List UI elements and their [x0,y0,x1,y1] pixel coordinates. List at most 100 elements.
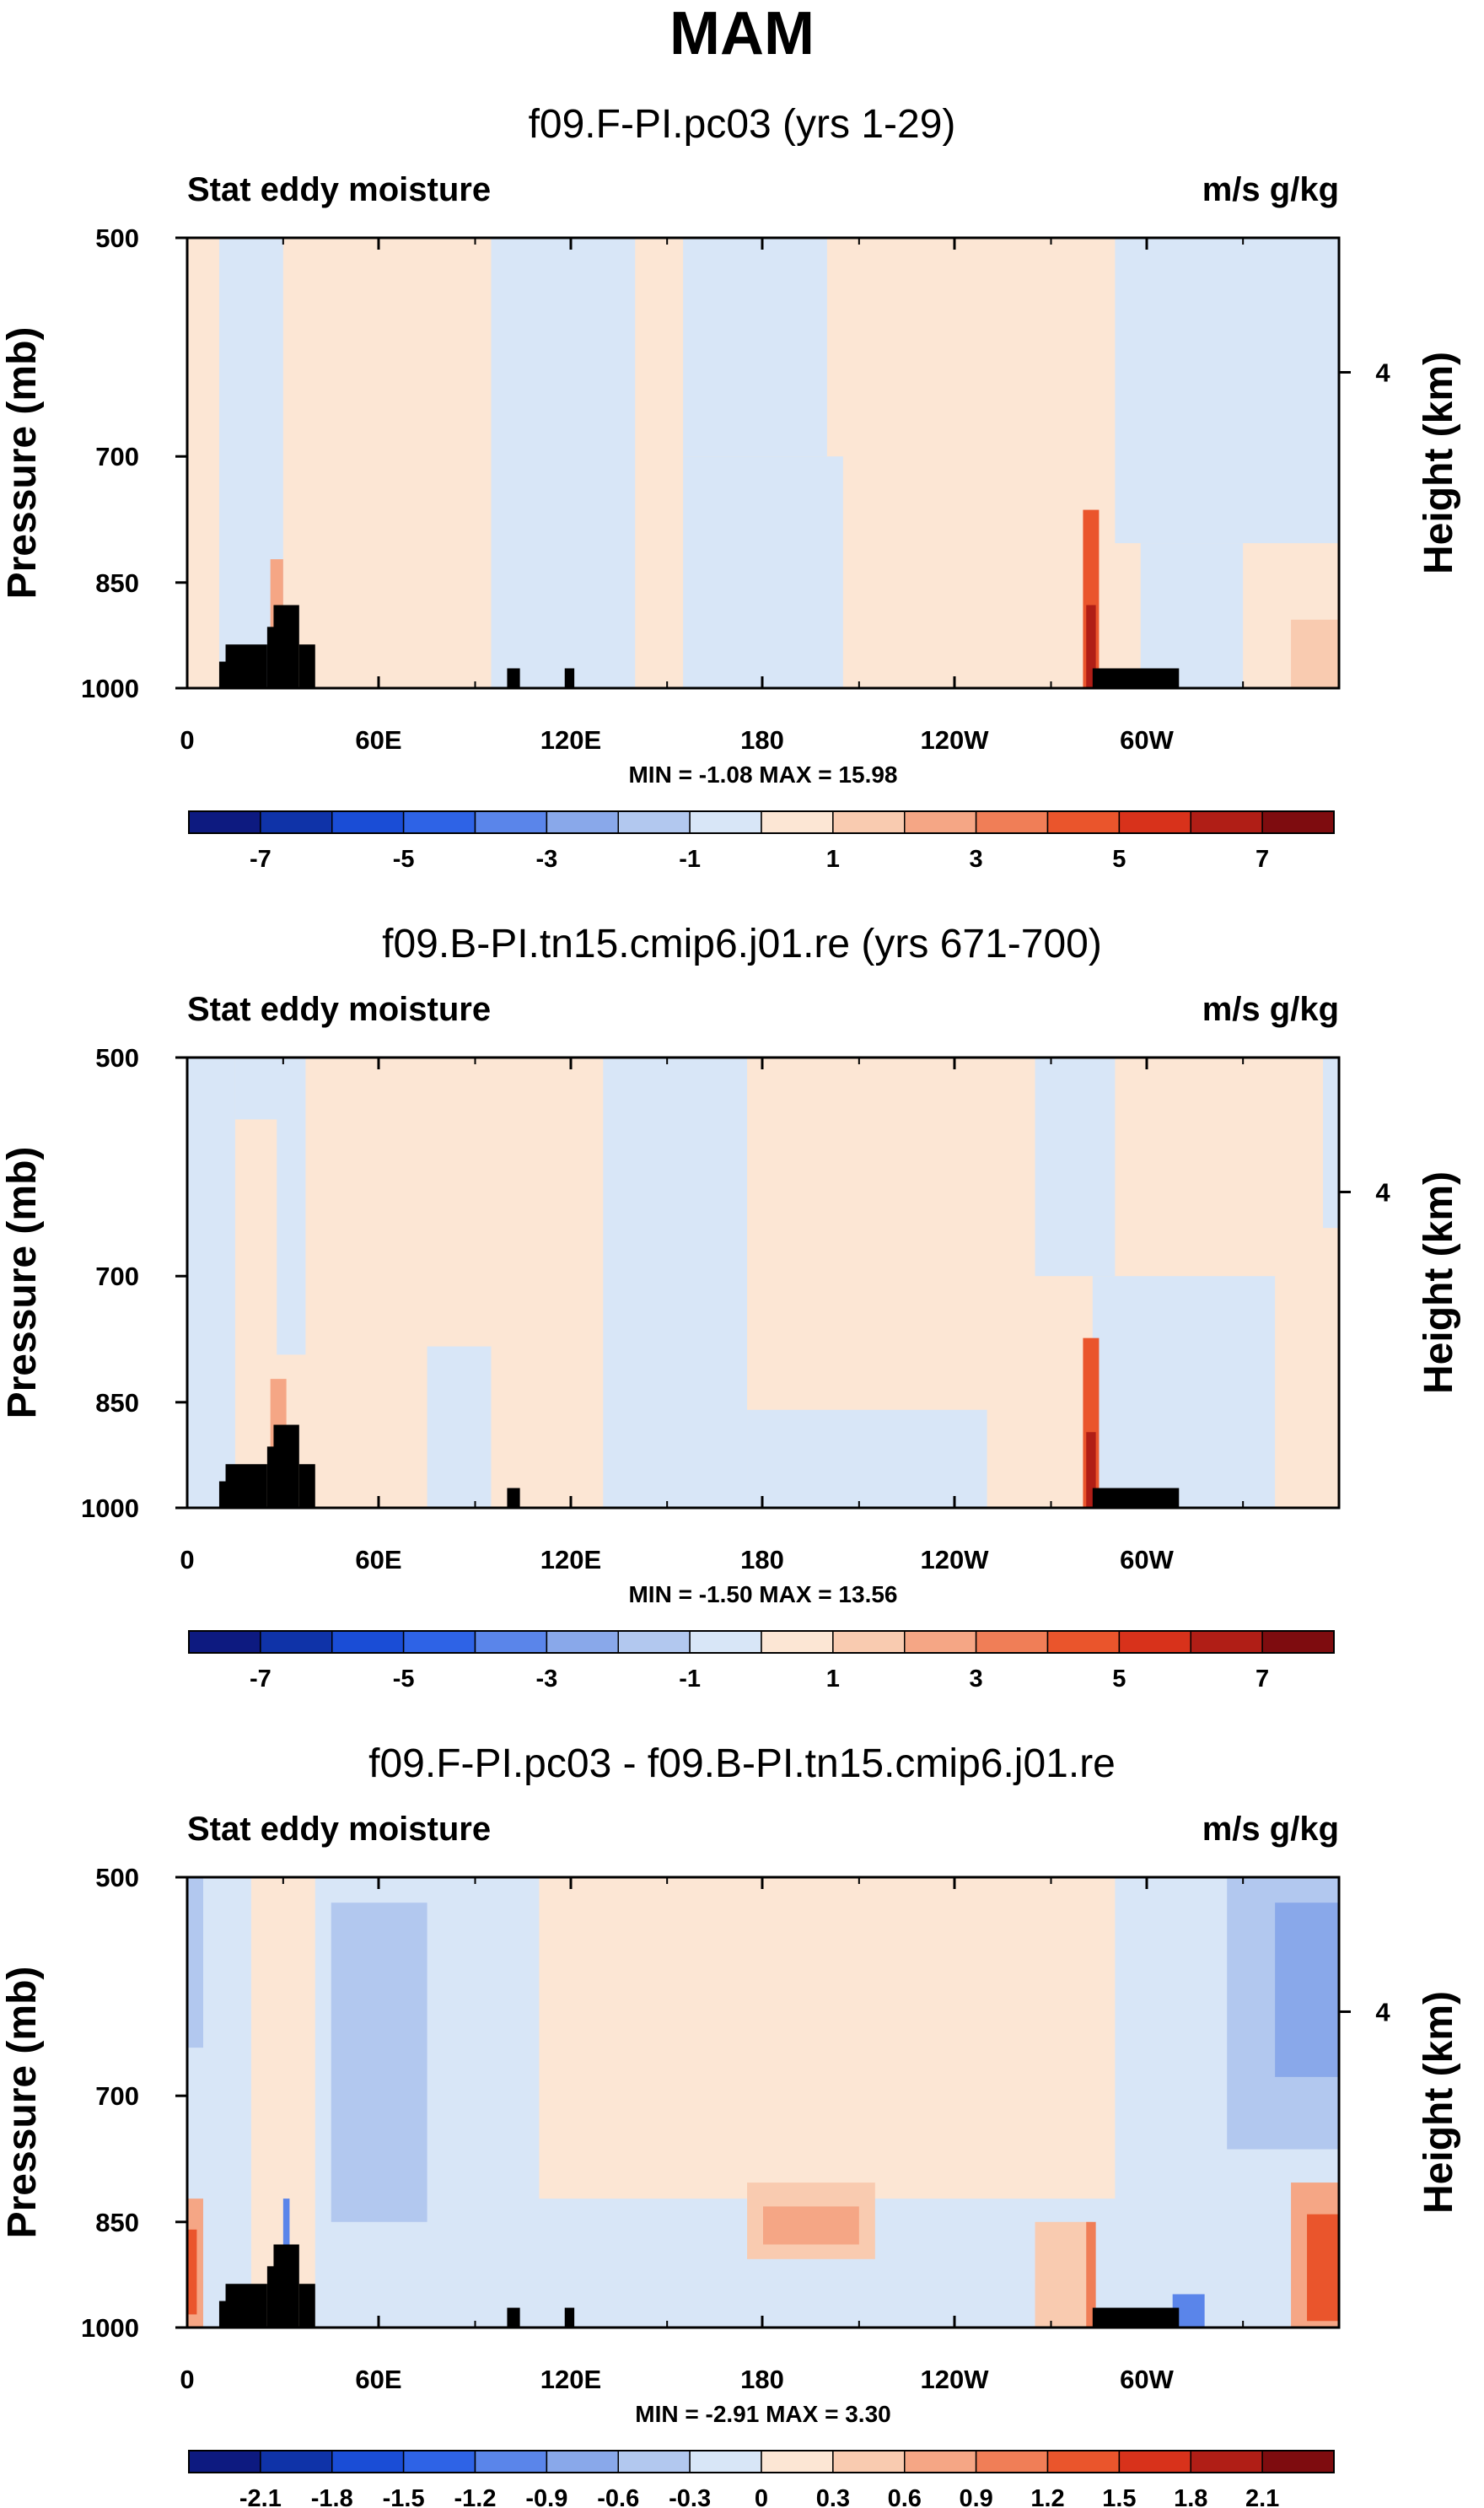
colorbar-swatch [689,810,762,834]
colorbar-label: 2.1 [1245,2485,1279,2508]
colorbar-swatch [975,810,1049,834]
contour-region [747,1409,987,1508]
contour-region [187,2229,197,2315]
colorbar-label: 7 [1255,846,1269,873]
colorbar-label: 5 [1112,1666,1126,1693]
x-tick-label: 120E [540,725,601,755]
y-tick-label: 850 [95,1388,139,1418]
colorbar-label: -5 [393,1666,415,1693]
colorbar-swatch [761,810,834,834]
colorbar-swatch [904,810,977,834]
colorbar-swatch [904,2450,977,2473]
colorbar-label: 0.6 [888,2485,922,2508]
colorbar-label: -7 [250,846,272,873]
colorbar-swatch [546,810,619,834]
colorbar-label: 5 [1112,846,1126,873]
y-tick-label: 850 [95,2208,139,2237]
x-tick-label: 120W [921,2365,990,2394]
colorbar-label: 1 [826,1666,840,1693]
x-tick-label: 180 [740,2365,784,2394]
contour-region [683,456,843,688]
colorbar-swatch [188,1630,261,1654]
colorbar-swatch [1046,1630,1121,1654]
colorbar-swatch [188,2450,261,2473]
colorbar-swatch [617,810,691,834]
variable-label: Stat eddy moisture [187,1811,491,1848]
y-axis-title: Pressure (mb) [0,1967,45,2239]
land-mask [507,1488,520,1508]
contour-region [1307,2214,1339,2322]
contour-region [1115,238,1339,544]
contour-region [427,1346,492,1508]
land-mask [273,2244,299,2328]
land-mask [225,644,267,688]
colorbar-swatch [546,2450,619,2473]
colorbar-swatch [474,810,548,834]
y2-axis-title: Height (km) [1417,1171,1461,1394]
colorbar-label: -0.6 [597,2485,639,2508]
x-tick-label: 120E [540,1545,601,1574]
colorbar-label: 7 [1255,1666,1269,1693]
colorbar-label: 0.3 [816,2485,850,2508]
panel-title: f09.F-PI.pc03 (yrs 1-29) [529,102,956,147]
land-mask [225,2284,267,2328]
colorbar-label: -1.5 [383,2485,425,2508]
colorbar-swatch [617,2450,691,2473]
colorbar-swatch [689,1630,762,1654]
colorbar-label: -5 [393,846,415,873]
y2-axis-title: Height (km) [1417,1991,1461,2214]
contour-region [491,238,636,688]
colorbar-label: -2.1 [239,2485,282,2508]
min-max-stats: MIN = -1.50 MAX = 13.56 [628,1581,897,1607]
contour-region [1291,619,1339,688]
x-tick-label: 120W [921,725,990,755]
min-max-stats: MIN = -2.91 MAX = 3.30 [635,2401,890,2427]
panel-title: f09.F-PI.pc03 - f09.B-PI.tn15.cmip6.j01.… [368,1741,1116,1786]
colorbar-swatch [832,810,906,834]
x-tick-label: 0 [180,1545,194,1574]
contour-region [1323,1058,1339,1229]
x-tick-label: 0 [180,725,194,755]
colorbar-swatch [1261,2450,1335,2473]
colorbar-swatch [832,1630,906,1654]
colorbar-label: -1 [679,846,701,873]
colorbar-swatch [1261,810,1335,834]
colorbar-swatch [1190,1630,1263,1654]
colorbar-swatch [331,810,405,834]
y-axis-title: Pressure (mb) [0,1147,45,1419]
land-mask [564,2307,575,2328]
colorbar-label: 3 [970,1666,983,1693]
x-tick-label: 60E [355,1545,401,1574]
variable-label: Stat eddy moisture [187,991,491,1028]
land-mask [298,1464,315,1508]
figure-title: MAM [669,0,815,67]
x-tick-label: 60W [1120,725,1174,755]
x-tick-label: 120E [540,2365,601,2394]
x-tick-label: 120W [921,1545,990,1574]
colorbar-label: 1.2 [1030,2485,1064,2508]
units-label: m/s g/kg [1202,991,1339,1028]
contour-region [1035,1058,1116,1277]
contour-region [331,1903,427,2222]
contour-region [1092,1276,1276,1508]
land-mask [298,2284,315,2328]
colorbar-label: -1.8 [311,2485,353,2508]
colorbar-label: -0.9 [525,2485,567,2508]
contour-region [277,1058,306,1355]
colorbar-label: 1 [826,846,840,873]
contour-field [187,238,1339,688]
colorbar-swatch [1190,2450,1263,2473]
contour-field [187,1877,1339,2328]
colorbar-swatch [689,2450,762,2473]
colorbar-swatch [975,2450,1049,2473]
x-tick-label: 60E [355,725,401,755]
land-mask [507,668,520,688]
min-max-stats: MIN = -1.08 MAX = 15.98 [628,762,897,788]
land-mask [273,605,299,688]
colorbar-label: -3 [535,846,557,873]
land-mask [298,644,315,688]
colorbar-label: -0.3 [669,2485,711,2508]
y2-tick-label: 4 [1375,358,1390,387]
contour-region [1140,543,1244,688]
